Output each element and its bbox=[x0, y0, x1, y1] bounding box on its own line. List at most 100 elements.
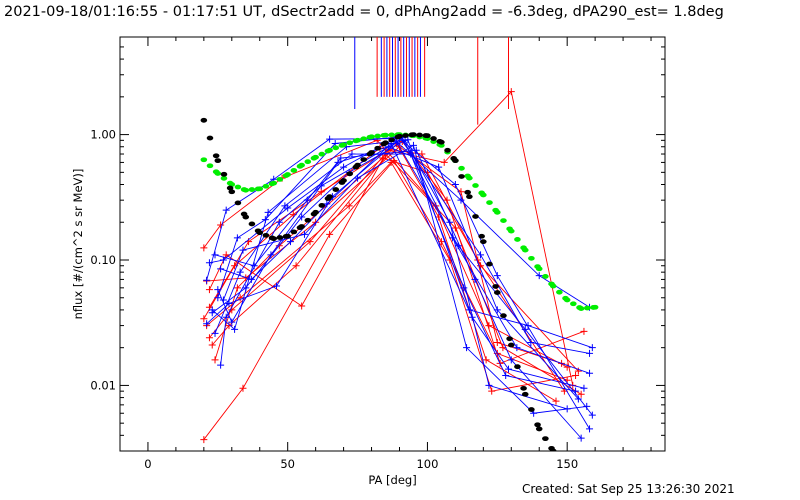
data-point bbox=[236, 294, 244, 302]
fit-dot bbox=[416, 132, 423, 138]
data-point bbox=[219, 256, 227, 264]
data-point bbox=[443, 196, 451, 204]
data-point bbox=[586, 369, 594, 377]
fit-dot bbox=[298, 162, 305, 168]
data-point bbox=[527, 338, 535, 346]
fit-dot bbox=[326, 147, 333, 153]
data-point bbox=[217, 361, 225, 369]
fit-dot bbox=[284, 233, 291, 239]
fit-dot bbox=[340, 142, 347, 148]
data-point bbox=[465, 306, 473, 314]
data-point bbox=[203, 276, 211, 284]
data-point bbox=[203, 320, 211, 328]
data-point bbox=[225, 322, 233, 330]
data-point bbox=[488, 387, 496, 395]
fit-dot bbox=[472, 183, 479, 188]
fit-dot bbox=[304, 217, 312, 223]
fit-dot bbox=[430, 136, 437, 141]
fit-dot bbox=[424, 133, 431, 139]
data-point bbox=[292, 262, 300, 270]
data-point bbox=[214, 294, 222, 302]
series-line bbox=[217, 136, 590, 354]
fit-dot bbox=[514, 364, 521, 370]
fit-dot bbox=[396, 133, 403, 139]
data-point bbox=[300, 230, 308, 238]
data-point bbox=[507, 88, 515, 96]
fit-dot bbox=[520, 385, 527, 391]
series-line bbox=[220, 142, 585, 389]
y-tick-label: 0.01 bbox=[90, 378, 116, 392]
data-series bbox=[211, 146, 585, 442]
fit-dot bbox=[290, 229, 298, 235]
series-line bbox=[206, 136, 590, 374]
data-point bbox=[298, 213, 306, 221]
data-point bbox=[412, 146, 420, 154]
data-point bbox=[267, 251, 275, 259]
fit-dot bbox=[521, 247, 529, 253]
data-point bbox=[337, 154, 345, 162]
data-point bbox=[236, 268, 244, 276]
series-line bbox=[211, 142, 557, 402]
fit-dot bbox=[528, 255, 535, 261]
data-point bbox=[586, 349, 594, 357]
data-point bbox=[588, 411, 596, 419]
fit-dot bbox=[458, 174, 465, 179]
fit-dot bbox=[360, 136, 368, 142]
fit-dot bbox=[444, 147, 451, 153]
fit-dot bbox=[410, 132, 417, 137]
fit-dot bbox=[220, 171, 228, 177]
data-point bbox=[574, 367, 582, 375]
data-point bbox=[563, 363, 571, 371]
data-point bbox=[275, 218, 283, 226]
data-point bbox=[499, 344, 507, 352]
y-tick-label: 0.10 bbox=[90, 253, 116, 267]
x-tick-label: 150 bbox=[556, 457, 578, 471]
fit-dot bbox=[382, 132, 389, 138]
fit-dot bbox=[472, 214, 479, 219]
data-point bbox=[463, 344, 471, 352]
data-point bbox=[440, 158, 448, 166]
fit-dot bbox=[312, 209, 319, 215]
data-point bbox=[409, 141, 417, 149]
data-point bbox=[468, 313, 476, 321]
data-point bbox=[572, 371, 580, 379]
data-point bbox=[513, 344, 521, 352]
fit-dot bbox=[577, 306, 585, 311]
data-point bbox=[281, 202, 289, 210]
data-point bbox=[200, 315, 208, 323]
fit-dot bbox=[332, 145, 340, 151]
fit-dot bbox=[500, 313, 507, 319]
data-point bbox=[493, 272, 501, 280]
fit-dot bbox=[354, 137, 361, 143]
data-point bbox=[457, 196, 465, 204]
fit-dot bbox=[270, 180, 278, 186]
data-point bbox=[577, 390, 585, 398]
fit-dot bbox=[318, 203, 326, 208]
fit-dot bbox=[464, 189, 471, 195]
fit-dot bbox=[494, 290, 501, 295]
series-line bbox=[203, 139, 568, 368]
series-line bbox=[214, 149, 582, 439]
data-point bbox=[306, 238, 314, 246]
fit-dot bbox=[360, 157, 368, 163]
data-point bbox=[211, 329, 219, 337]
series-line bbox=[217, 146, 579, 400]
data-point bbox=[583, 402, 591, 410]
plot-area bbox=[200, 37, 599, 451]
fit-dot bbox=[276, 235, 284, 240]
fit-dot bbox=[248, 221, 256, 227]
data-point bbox=[205, 259, 213, 267]
data-point bbox=[504, 365, 512, 373]
data-point bbox=[231, 325, 239, 333]
y-tick-label: 1.00 bbox=[90, 128, 116, 142]
fit-dot bbox=[200, 157, 208, 163]
data-point bbox=[200, 244, 208, 252]
fit-dot bbox=[486, 261, 493, 267]
data-point bbox=[449, 234, 457, 242]
fit-dot bbox=[549, 283, 557, 289]
series-line bbox=[206, 161, 576, 392]
fit-dot bbox=[318, 151, 326, 157]
data-point bbox=[211, 356, 219, 364]
data-point bbox=[222, 251, 230, 259]
